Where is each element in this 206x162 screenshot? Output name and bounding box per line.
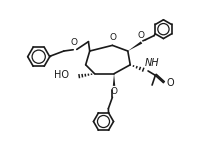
Text: O: O — [137, 31, 144, 40]
Text: O: O — [109, 33, 116, 42]
Text: O: O — [70, 38, 77, 47]
Text: O: O — [165, 78, 173, 88]
Text: O: O — [110, 87, 117, 96]
Polygon shape — [127, 41, 142, 51]
Polygon shape — [112, 74, 115, 86]
Text: NH: NH — [144, 58, 158, 68]
Text: HO: HO — [54, 70, 69, 80]
